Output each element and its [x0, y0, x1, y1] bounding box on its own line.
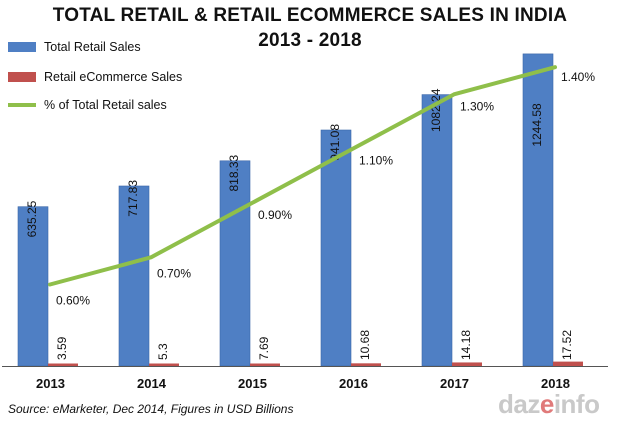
bar-ecommerce-2014 — [149, 363, 179, 366]
bar-ecommerce-2016 — [351, 363, 381, 366]
source-note: Source: eMarketer, Dec 2014, Figures in … — [8, 402, 294, 416]
legend-label-ecommerce: Retail eCommerce Sales — [44, 70, 183, 84]
x-tick-2017: 2017 — [440, 376, 469, 391]
label-total-retail-2016: 941.08 — [328, 124, 342, 161]
dazeinfo-logo: dazeinfo — [498, 389, 600, 419]
bar-ecommerce-2018 — [553, 361, 583, 366]
legend-swatch-ecommerce — [8, 72, 36, 82]
x-tick-2013: 2013 — [36, 376, 65, 391]
label-ecommerce-2016: 10.68 — [358, 330, 372, 360]
x-tick-2015: 2015 — [238, 376, 267, 391]
series-line-percent — [48, 65, 557, 287]
bar-total-retail-2016 — [320, 129, 352, 367]
label-percent-2014: 0.70% — [157, 266, 191, 280]
label-total-retail-2017: 1082.24 — [429, 88, 443, 132]
chart-title-line2: 2013 - 2018 — [258, 30, 362, 51]
label-ecommerce-2014: 5.3 — [156, 343, 170, 360]
label-percent-2013: 0.60% — [56, 294, 90, 308]
x-tick-2016: 2016 — [339, 376, 368, 391]
bar-total-retail-2013 — [17, 206, 49, 367]
label-ecommerce-2018: 17.52 — [560, 330, 574, 360]
label-percent-2015: 0.90% — [258, 208, 292, 222]
label-total-retail-2014: 717.83 — [126, 180, 140, 217]
legend-item-percent: % of Total Retail sales — [8, 98, 167, 112]
label-total-retail-2013: 635.25 — [25, 200, 39, 237]
label-total-retail-2015: 818.33 — [227, 154, 241, 191]
bar-ecommerce-2017 — [452, 362, 482, 366]
label-percent-2017: 1.30% — [460, 99, 494, 113]
x-tick-2018: 2018 — [541, 376, 570, 391]
bar-total-retail-2015 — [219, 160, 251, 367]
label-ecommerce-2015: 7.69 — [257, 336, 271, 360]
legend-item-ecommerce: Retail eCommerce Sales — [8, 70, 182, 84]
legend-label-percent: % of Total Retail sales — [44, 98, 167, 112]
label-ecommerce-2013: 3.59 — [55, 336, 69, 360]
chart-title-line1: TOTAL RETAIL & RETAIL ECOMMERCE SALES IN… — [52, 5, 568, 26]
label-percent-2016: 1.10% — [359, 154, 393, 168]
legend-swatch-percent — [8, 103, 36, 107]
bar-ecommerce-2015 — [250, 363, 280, 366]
legend-item-total-retail: Total Retail Sales — [8, 40, 141, 54]
bar-total-retail-2017 — [421, 94, 453, 367]
bar-total-retail-2018 — [522, 53, 554, 367]
legend-label-total-retail: Total Retail Sales — [44, 40, 141, 54]
label-ecommerce-2017: 14.18 — [459, 330, 473, 360]
x-tick-2014: 2014 — [137, 376, 167, 391]
bar-total-retail-2014 — [118, 185, 150, 367]
label-total-retail-2018: 1244.58 — [530, 103, 544, 147]
label-percent-2018: 1.40% — [561, 70, 595, 84]
legend-swatch-total-retail — [8, 42, 36, 52]
bar-ecommerce-2013 — [48, 363, 78, 366]
